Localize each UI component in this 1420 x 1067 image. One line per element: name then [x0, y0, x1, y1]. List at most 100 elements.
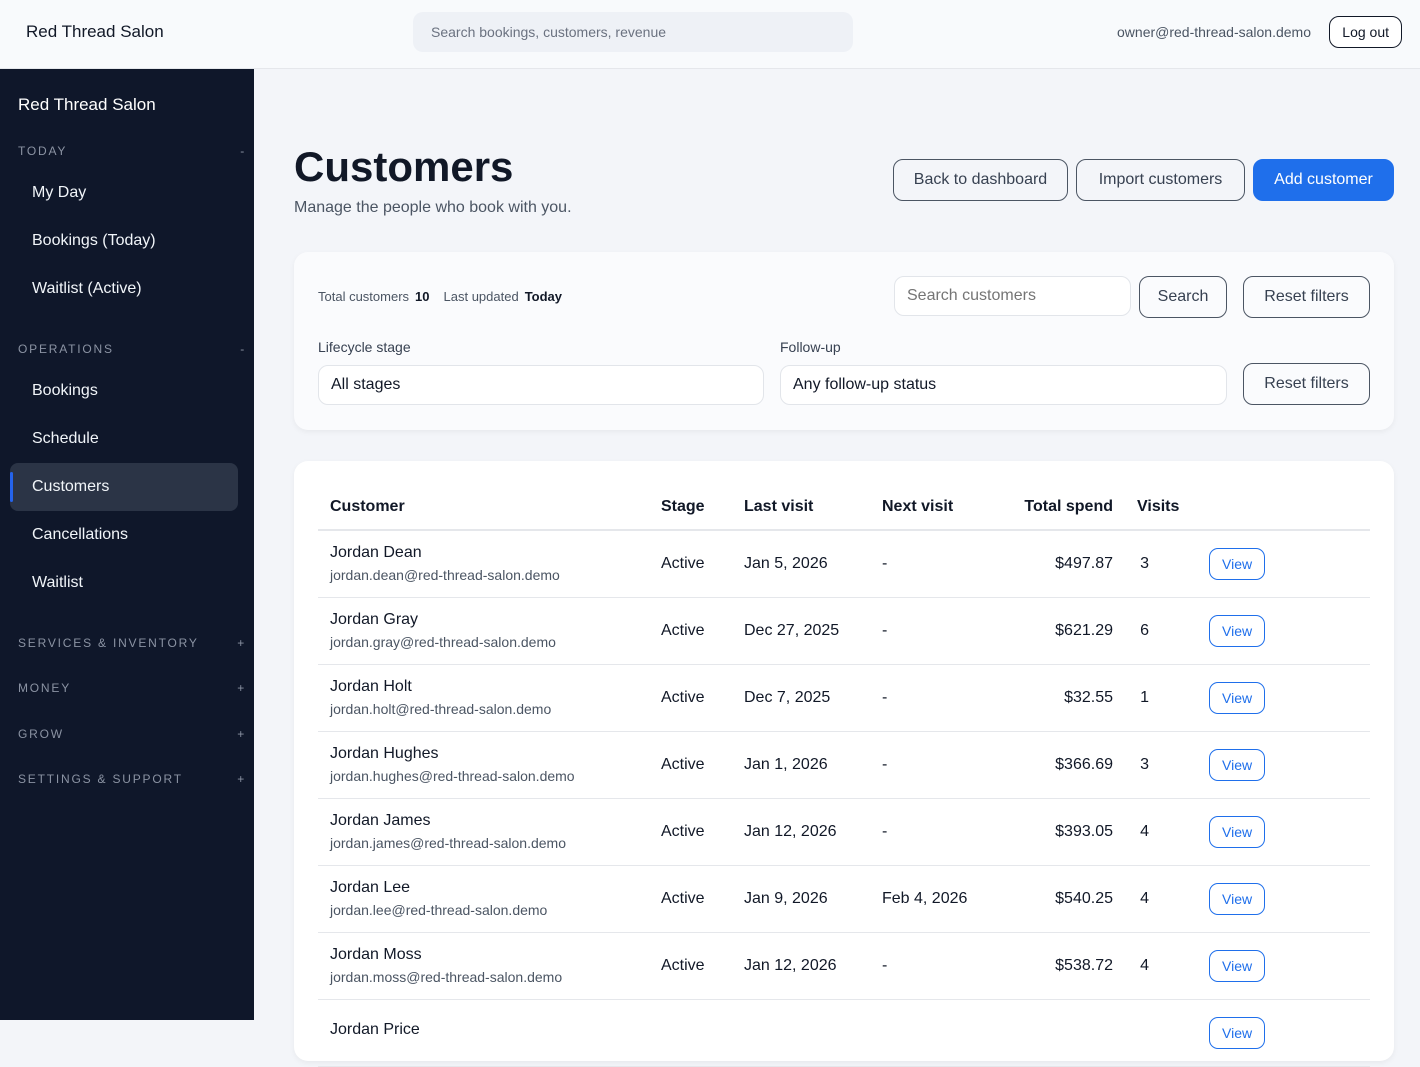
collapse-icon[interactable]: -: [240, 342, 246, 356]
sidebar-item-bookings-today[interactable]: Bookings (Today): [32, 232, 156, 249]
customer-name: Jordan Hughes: [330, 745, 439, 762]
view-customer-button[interactable]: View: [1209, 882, 1266, 915]
table-row: Jordan Gray jordan.gray@red-thread-salon.…: [318, 597, 1370, 665]
view-customer-button[interactable]: View: [1209, 1016, 1266, 1049]
sidebar-brand: Red Thread Salon: [18, 95, 156, 114]
next-visit-cell: -: [870, 798, 990, 866]
logout-button[interactable]: Log out: [1329, 16, 1402, 48]
back-to-dashboard-button[interactable]: Back to dashboard: [893, 159, 1068, 201]
import-customers-button[interactable]: Import customers: [1076, 159, 1245, 201]
customer-name: Jordan Holt: [330, 678, 412, 695]
stage-cell: Active: [649, 932, 732, 1000]
next-visit-cell: -: [870, 664, 990, 732]
view-customer-button[interactable]: View: [1209, 815, 1266, 848]
section-label: SETTINGS & SUPPORT: [18, 772, 183, 786]
section-grow[interactable]: GROW +: [18, 727, 246, 741]
sidebar-item-bookings[interactable]: Bookings: [32, 382, 98, 399]
global-search-input[interactable]: [413, 12, 853, 52]
actions-cell: View: [1205, 999, 1370, 1067]
expand-icon[interactable]: +: [237, 636, 246, 650]
visits-cell: 4: [1125, 932, 1205, 1000]
customer-email: jordan.lee@red-thread-salon.demo: [330, 902, 548, 918]
customer-cell: Jordan Moss jordan.moss@red-thread-salon.…: [318, 932, 649, 1000]
section-money[interactable]: MONEY +: [18, 681, 246, 695]
stage-cell: [649, 999, 732, 1067]
table-row: Jordan Hughes jordan.hughes@red-thread-sa…: [318, 731, 1370, 799]
col-next-visit: Next visit: [870, 485, 990, 531]
stage-cell: Active: [649, 664, 732, 732]
add-customer-button[interactable]: Add customer: [1253, 159, 1394, 201]
customer-email: jordan.james@red-thread-salon.demo: [330, 835, 566, 851]
last-visit-cell: Dec 27, 2025: [732, 597, 870, 665]
next-visit-cell: -: [870, 597, 990, 665]
sidebar-item-waitlist[interactable]: Waitlist: [32, 574, 83, 591]
customer-name: Jordan Gray: [330, 611, 419, 628]
customer-search-input[interactable]: [894, 276, 1131, 316]
total-label: Total customers: [318, 289, 410, 304]
section-label: MONEY: [18, 681, 72, 695]
view-customer-button[interactable]: View: [1209, 547, 1266, 580]
customer-email: jordan.gray@red-thread-salon.demo: [330, 634, 556, 650]
sidebar-item-customers[interactable]: Customers: [10, 463, 238, 511]
total-spend-cell: [990, 999, 1125, 1067]
sidebar-item-my-day[interactable]: My Day: [32, 184, 87, 201]
expand-icon[interactable]: +: [237, 681, 246, 695]
customer-name: Jordan James: [330, 812, 431, 829]
section-services-inventory[interactable]: SERVICES & INVENTORY +: [18, 636, 246, 650]
lifecycle-stage-select[interactable]: All stages: [318, 365, 764, 405]
section-today[interactable]: TODAY -: [18, 144, 246, 158]
next-visit-cell: -: [870, 530, 990, 598]
sidebar-item-cancellations[interactable]: Cancellations: [32, 526, 129, 543]
visits-cell: 1: [1125, 664, 1205, 732]
follow-up-select[interactable]: Any follow-up status: [780, 365, 1227, 405]
actions-cell: View: [1205, 932, 1370, 1000]
customers-table-card: Customer Stage Last visit Next visit Tot…: [294, 461, 1394, 1067]
sidebar-item-waitlist-active[interactable]: Waitlist (Active): [32, 280, 142, 297]
col-last-visit: Last visit: [732, 485, 870, 531]
section-label: GROW: [18, 727, 64, 741]
visits-cell: 3: [1125, 731, 1205, 799]
page-title: Customers: [294, 143, 514, 190]
expand-icon[interactable]: +: [237, 727, 246, 741]
customer-name: Jordan Moss: [330, 946, 422, 963]
actions-cell: View: [1205, 731, 1370, 799]
stage-cell: Active: [649, 798, 732, 866]
reset-filters-button[interactable]: Reset filters: [1243, 276, 1370, 318]
actions-cell: View: [1205, 530, 1370, 598]
stage-cell: Active: [649, 731, 732, 799]
actions-cell: View: [1205, 798, 1370, 866]
sidebar: Red Thread Salon TODAY - My Day Bookings …: [0, 69, 254, 1020]
customer-cell: Jordan Holt jordan.holt@red-thread-salon.…: [318, 664, 649, 732]
col-customer: Customer: [318, 485, 649, 531]
customer-cell: Jordan Price: [318, 999, 649, 1067]
view-customer-button[interactable]: View: [1209, 681, 1266, 714]
last-visit-cell: Jan 12, 2026: [732, 798, 870, 866]
section-settings-support[interactable]: SETTINGS & SUPPORT +: [18, 772, 246, 786]
col-stage: Stage: [649, 485, 732, 531]
search-button[interactable]: Search: [1139, 276, 1227, 318]
stage-cell: Active: [649, 530, 732, 598]
next-visit-cell: -: [870, 731, 990, 799]
visits-cell: [1125, 999, 1205, 1067]
customer-email: jordan.hughes@red-thread-salon.demo: [330, 768, 575, 784]
expand-icon[interactable]: +: [237, 772, 246, 786]
view-customer-button[interactable]: View: [1209, 748, 1266, 781]
section-operations[interactable]: OPERATIONS -: [18, 342, 246, 356]
last-visit-cell: Dec 7, 2025: [732, 664, 870, 732]
col-actions: [1205, 485, 1370, 531]
reset-filters-button-2[interactable]: Reset filters: [1243, 363, 1370, 405]
collapse-icon[interactable]: -: [240, 144, 246, 158]
follow-up-label: Follow-up: [780, 339, 841, 355]
view-customer-button[interactable]: View: [1209, 949, 1266, 982]
total-value: 10: [415, 289, 430, 304]
section-label: OPERATIONS: [18, 342, 114, 356]
total-spend-cell: $366.69: [990, 731, 1125, 799]
customer-cell: Jordan Lee jordan.lee@red-thread-salon.de…: [318, 865, 649, 933]
filters-card: Total customers 10 Last updated Today Searc…: [294, 252, 1394, 430]
section-label: SERVICES & INVENTORY: [18, 636, 199, 650]
actions-cell: View: [1205, 865, 1370, 933]
sidebar-item-schedule[interactable]: Schedule: [32, 430, 99, 447]
next-visit-cell: Feb 4, 2026: [870, 865, 990, 933]
view-customer-button[interactable]: View: [1209, 614, 1266, 647]
customer-email: jordan.holt@red-thread-salon.demo: [330, 701, 552, 717]
